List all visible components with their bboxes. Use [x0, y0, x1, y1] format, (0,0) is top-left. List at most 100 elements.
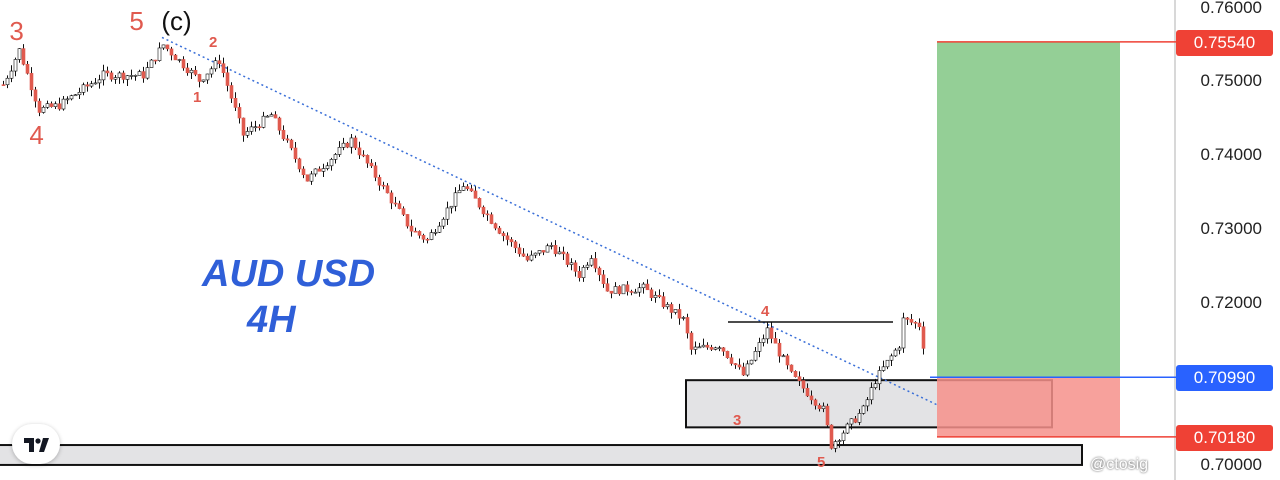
candle [625, 284, 630, 292]
candle [237, 107, 242, 119]
candle [121, 72, 126, 80]
candle [605, 283, 610, 292]
candle [725, 350, 730, 359]
y-tick: 0.72000 [1200, 293, 1262, 312]
candle [901, 317, 906, 349]
candle [497, 227, 502, 234]
candle [297, 158, 302, 170]
candle [697, 346, 702, 349]
candle [853, 418, 858, 423]
candle [717, 347, 722, 350]
candle [333, 154, 338, 160]
candle [517, 247, 522, 255]
candle [221, 63, 226, 74]
candle [37, 100, 42, 113]
candle [741, 366, 746, 376]
candle [249, 126, 254, 132]
candle [137, 71, 142, 76]
candle [273, 114, 278, 119]
candle [117, 72, 122, 78]
candle [161, 44, 166, 49]
candle [25, 63, 30, 74]
candle [205, 73, 210, 81]
candle [385, 185, 390, 194]
candle [577, 271, 582, 279]
candle [729, 357, 734, 364]
y-tick: 0.76000 [1200, 0, 1262, 17]
candle [585, 264, 590, 268]
candle [657, 294, 662, 297]
candle [909, 319, 914, 323]
candle [381, 184, 386, 187]
candle [425, 238, 430, 241]
candle [525, 255, 530, 261]
candle [261, 115, 266, 128]
candle [789, 364, 794, 372]
candle [225, 72, 230, 86]
candle [421, 235, 426, 240]
candle [597, 267, 602, 276]
candle [785, 355, 790, 366]
candle [169, 48, 174, 56]
candle [401, 208, 406, 215]
candle [685, 317, 690, 334]
candle [21, 48, 26, 65]
stop-price-tag: 0.70180 [1176, 425, 1273, 451]
candle [101, 70, 106, 81]
y-tick: 0.70000 [1200, 455, 1262, 474]
candle [765, 327, 770, 340]
candle [265, 115, 270, 118]
candle [669, 304, 674, 313]
candle [397, 203, 402, 209]
candle [481, 206, 486, 215]
candle [349, 137, 354, 148]
candle [561, 251, 566, 255]
candle [41, 107, 46, 113]
candle [833, 441, 838, 449]
candle [209, 68, 214, 75]
candle [257, 126, 262, 129]
candle [285, 138, 290, 141]
candle [369, 162, 374, 167]
candle [329, 159, 334, 167]
y-tick: 0.75000 [1200, 71, 1262, 90]
candle [569, 262, 574, 265]
candle [153, 59, 158, 62]
candle [81, 84, 86, 93]
candle [581, 267, 586, 279]
candle [769, 327, 774, 339]
candle [529, 254, 534, 261]
candle [601, 274, 606, 285]
wave-label: 5 [129, 6, 144, 37]
candle [689, 332, 694, 350]
target-price-tag: 0.75540 [1176, 30, 1273, 56]
candle [681, 317, 686, 319]
candle [245, 131, 250, 136]
candle [749, 359, 754, 365]
candle [533, 252, 538, 256]
candle [477, 198, 482, 208]
y-tick: 0.74000 [1200, 145, 1262, 164]
candle [197, 74, 202, 82]
candle [281, 129, 286, 140]
candle [277, 117, 282, 131]
candle [361, 154, 366, 157]
tradingview-icon [24, 438, 49, 452]
candle [157, 47, 162, 61]
candle [469, 188, 474, 192]
candle [125, 75, 130, 80]
candle [661, 296, 666, 308]
candle [305, 174, 310, 182]
candle [13, 59, 18, 72]
candle [317, 168, 322, 172]
candle [437, 225, 442, 233]
candle [65, 98, 70, 101]
candle [913, 321, 918, 324]
candle [229, 85, 234, 99]
candle [829, 424, 834, 449]
tradingview-logo[interactable] [12, 424, 60, 464]
candle [545, 245, 550, 253]
candle [845, 423, 850, 434]
candle [29, 73, 34, 91]
